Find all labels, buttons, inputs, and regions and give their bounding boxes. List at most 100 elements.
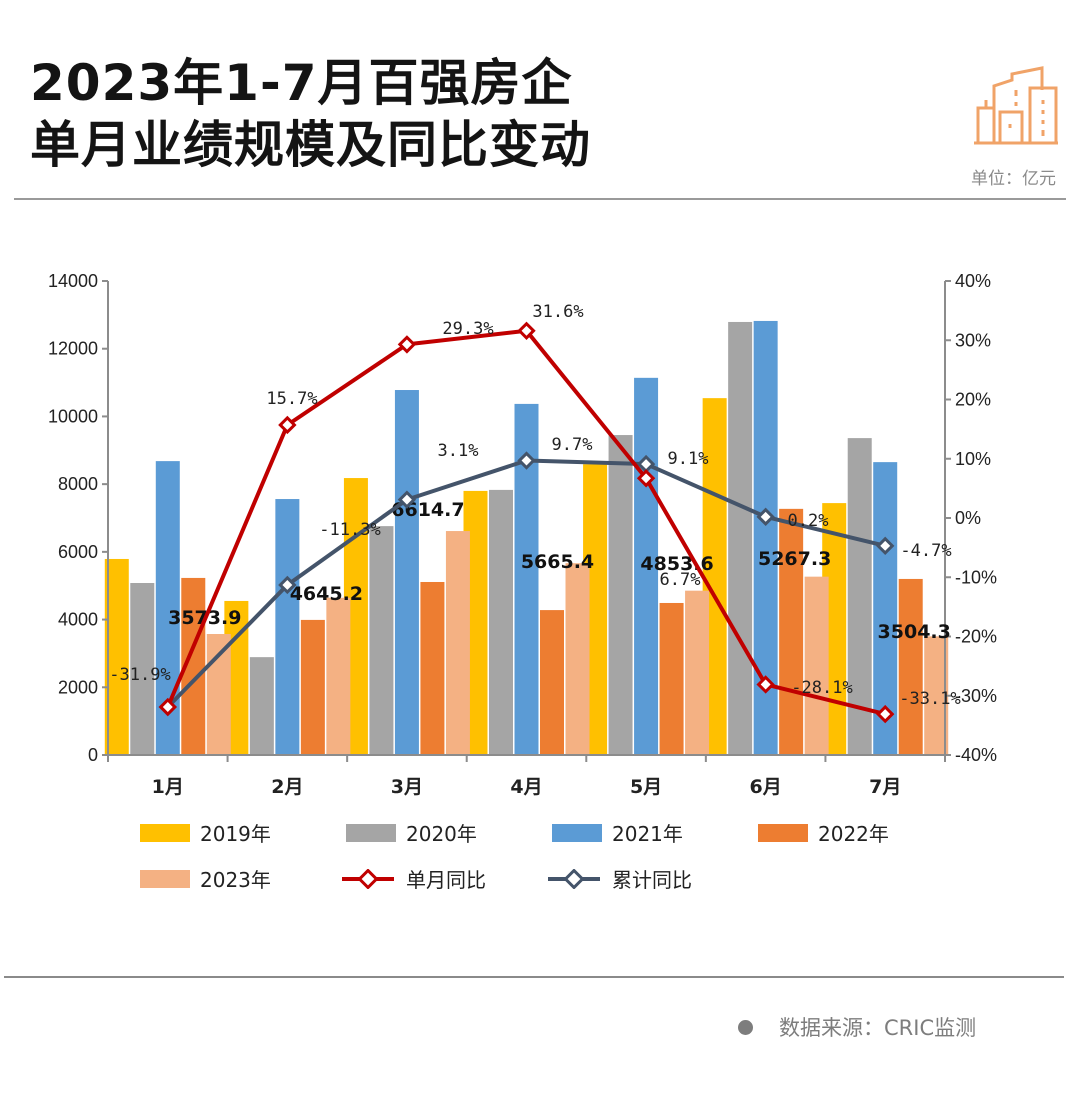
y-tick-label: 2000 [58,677,98,697]
data-label-2023: 4853.6 [640,553,713,575]
bar-2020年-2月 [249,657,274,755]
bar-2021年-3月 [394,390,419,755]
bar-2020年-4月 [489,489,513,755]
x-tick-label: 6月 [750,776,782,798]
legend-label-2021: 2021年 [612,822,683,846]
y2-tick-label: -20% [955,627,997,647]
data-label-cumulative-yoy: -4.7% [900,541,951,561]
data-label-2023: 4645.2 [290,583,363,605]
y-tick-label: 4000 [58,610,98,630]
data-label-2023: 5665.4 [521,551,594,573]
unit-label: 单位：亿元 [971,169,1056,189]
y-tick-label: 14000 [48,271,98,291]
legend-line-cumulative-yoy [548,868,600,889]
data-label-cumulative-yoy: 9.7% [552,435,593,455]
footer-divider [4,976,1064,978]
bar-2020年-7月 [847,438,872,755]
legend-item-2021: 2021年 [552,818,683,847]
marker-单月同比 [876,704,895,724]
legend-label-2019: 2019年 [200,822,271,846]
y-tick-label: 0 [88,745,98,765]
bullet-icon [738,1019,753,1035]
bar-2022年-7月 [898,578,923,755]
y2-tick-label: -30% [955,686,997,706]
bar-2022年-3月 [420,581,445,755]
y2-tick-label: 10% [955,449,991,469]
data-label-cumulative-yoy: 3.1% [438,441,479,461]
title-line-2: 单月业绩规模及同比变动 [30,116,591,174]
x-tick-label: 3月 [391,776,423,798]
data-label-cumulative-yoy: -11.3% [319,520,380,540]
legend-swatch-2021 [552,823,602,842]
bar-2022年-2月 [300,619,325,755]
y-tick-label: 12000 [48,339,98,359]
legend-item-monthly-yoy: 单月同比 [340,864,486,893]
x-tick-label: 2月 [271,776,303,798]
legend-label-2023: 2023年 [200,868,271,892]
bar-2021年-2月 [275,499,300,755]
y-tick-label: 10000 [48,406,98,426]
bar-2022年-6月 [779,508,804,755]
legend-swatch-2019 [140,823,190,842]
legend-swatch-2023 [140,869,190,888]
bar-2023年-5月 [685,590,710,755]
page-title: 2023年1-7月百强房企 单月业绩规模及同比变动 [30,52,591,176]
bar-2021年-5月 [634,377,659,755]
bar-2020年-5月 [608,435,633,755]
data-label-cumulative-yoy: 0.2% [788,511,829,531]
marker-累计同比 [397,490,417,509]
y-tick-label: 6000 [58,542,98,562]
marker-单月同比 [756,675,775,694]
legend-item-2020: 2020年 [346,818,477,847]
bar-2020年-1月 [130,583,155,755]
x-tick-label: 7月 [869,776,901,798]
marker-累计同比 [876,536,895,556]
bar-2023年-3月 [445,531,470,755]
data-label-monthly-yoy: -31.9% [109,665,170,685]
bar-2022年-4月 [540,610,564,755]
marker-单月同比 [636,469,656,488]
y2-tick-label: 40% [955,271,991,291]
x-tick-label: 4月 [510,776,542,798]
data-label-monthly-yoy: 6.7% [660,570,701,590]
bar-2023年-2月 [326,597,351,755]
chart: 0 2000 4000 6000 8000 10000 12000 14000 -40% -30%… [48,271,997,798]
data-label-monthly-yoy: -28.1% [791,678,852,698]
legend-label-2020: 2020年 [406,822,477,846]
marker-单月同比 [517,321,536,340]
legend-item-2023: 2023年 [140,864,271,893]
y2-tick-label: -10% [955,567,997,587]
data-label-monthly-yoy: -33.1% [899,689,960,709]
legend-swatch-2022 [758,823,808,842]
marker-累计同比 [636,454,656,474]
legend-swatch-2020 [346,823,396,842]
y2-tick-label: 20% [955,390,991,410]
marker-累计同比 [278,575,297,595]
y2-tick-label: 0% [955,508,981,528]
data-label-monthly-yoy: 29.3% [442,319,493,339]
legend-item-2019: 2019年 [140,818,271,847]
header-divider [14,198,1066,200]
marker-单月同比 [278,415,297,435]
marker-累计同比 [756,507,775,527]
legend-label-monthly-yoy: 单月同比 [406,868,486,892]
bar-2023年-4月 [565,563,590,755]
marker-单月同比 [397,335,417,354]
x-tick-label: 1月 [152,776,184,798]
title-line-1: 2023年1-7月百强房企 [30,54,573,112]
legend-item-cumulative-yoy: 累计同比 [546,864,692,893]
legend-line-monthly-yoy [342,868,394,889]
y2-tick-label: -40% [955,745,997,765]
y2-tick-label: 30% [955,330,991,350]
legend-label-2022: 2022年 [818,822,889,846]
buildings-icon [974,66,1058,145]
marker-累计同比 [517,451,536,470]
data-label-monthly-yoy: 31.6% [532,302,583,322]
x-tick-label: 5月 [630,776,662,798]
bar-2020年-6月 [728,321,753,755]
legend-item-2022: 2022年 [758,818,889,847]
legend-label-cumulative-yoy: 累计同比 [612,868,692,892]
bar-2020年-3月 [369,526,394,755]
data-label-2023: 5267.3 [758,548,831,570]
data-source: 数据来源：CRIC监测 [738,1012,976,1042]
